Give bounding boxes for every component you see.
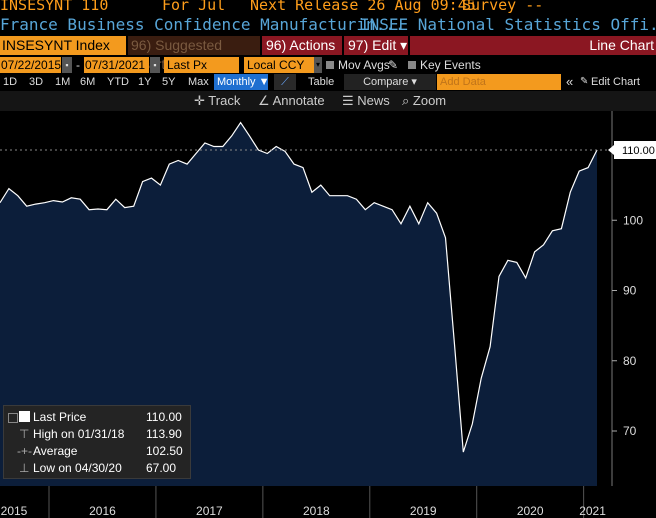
- security-field[interactable]: INSESYNT Index: [0, 36, 126, 55]
- average-marker-icon: -+-: [17, 444, 32, 458]
- y-tick-label: 100: [623, 213, 643, 227]
- toolbar-red-strip: [410, 36, 656, 55]
- edit-button[interactable]: 97) Edit ▾: [344, 36, 408, 55]
- zoom-tool[interactable]: ⌕ Zoom: [402, 93, 446, 109]
- table-button[interactable]: Table: [308, 76, 335, 88]
- news-label: News: [357, 93, 390, 108]
- currency-select[interactable]: Local CCY: [244, 57, 317, 73]
- news-icon: ☰: [342, 93, 354, 108]
- currency-dropdown-icon[interactable]: ▾: [314, 57, 322, 73]
- period-1y[interactable]: 1Y: [138, 76, 152, 88]
- x-tick-label: 2021: [579, 504, 606, 518]
- x-tick-label: 2017: [196, 504, 223, 518]
- start-date-input[interactable]: 07/22/2015: [0, 57, 62, 73]
- series-area: [0, 122, 597, 486]
- plot-area: 708090100110110.002015201620172018201920…: [0, 111, 656, 518]
- period-5y[interactable]: 5Y: [162, 76, 176, 88]
- nav-arrows-icon[interactable]: «: [566, 74, 574, 89]
- y-tick-label: 70: [623, 424, 637, 438]
- chart-svg: 708090100110110.002015201620172018201920…: [0, 111, 656, 518]
- x-tick-label: 2018: [303, 504, 330, 518]
- zoom-label: Zoom: [412, 93, 447, 108]
- end-date-input[interactable]: 07/31/2021: [84, 57, 149, 73]
- key-events-checkbox[interactable]: [408, 61, 416, 69]
- news-tool[interactable]: ☰ News: [342, 93, 390, 109]
- start-calendar-icon[interactable]: ▪: [62, 57, 72, 73]
- chart-type-label[interactable]: Line Chart: [589, 37, 654, 53]
- last-price-swatch: [19, 411, 30, 422]
- period-3d[interactable]: 3D: [29, 76, 44, 88]
- period-1d[interactable]: 1D: [3, 76, 18, 88]
- edit-chart-button[interactable]: Edit Chart: [591, 76, 640, 88]
- annotate-tool[interactable]: ∠ Annotate: [258, 93, 325, 109]
- high-marker-icon: ⊤: [19, 427, 30, 441]
- suggested-charts-button[interactable]: 96) Suggested Charts: [128, 36, 260, 72]
- x-tick-label: 2016: [89, 504, 116, 518]
- survey-label: Survey --: [462, 0, 544, 14]
- series-line: [0, 121, 598, 453]
- legend-last-price-label: Last Price: [33, 410, 87, 424]
- next-release-label: Next Release 26 Aug 09:45: [250, 0, 476, 14]
- line-chart-icon[interactable]: ⟋: [274, 74, 296, 90]
- mov-avgs-checkbox[interactable]: [326, 61, 334, 69]
- period-label: For Jul: [162, 0, 226, 14]
- x-tick-label: 2019: [410, 504, 437, 518]
- ticker-label: INSESYNT 110: [0, 0, 109, 14]
- y-tick-label: 90: [623, 284, 637, 298]
- period-1m[interactable]: 1M: [55, 76, 71, 88]
- last-value-box: [614, 141, 656, 159]
- mov-avgs-label: Mov Avgs: [338, 58, 390, 72]
- frequency-select[interactable]: Monthly ▼: [214, 74, 269, 90]
- legend-last-price-value: 110.00: [146, 410, 182, 424]
- end-calendar-icon[interactable]: ▪: [150, 57, 160, 73]
- legend-box: Last Price 110.00 ⊤ High on 01/31/18 113…: [3, 405, 191, 479]
- crosshair-icon: ✛: [194, 93, 205, 108]
- chart-tools-bar: ✛ Track ∠ Annotate ☰ News ⌕ Zoom: [0, 91, 656, 111]
- last-value-pointer: [608, 145, 614, 155]
- compare-button[interactable]: Compare ▾: [344, 74, 436, 90]
- source-text: INSEE National Statistics Offi...: [360, 15, 656, 34]
- field-select[interactable]: Last Px: [164, 57, 239, 73]
- low-marker-icon: ⊥: [19, 461, 30, 475]
- x-tick-label: 2020: [517, 504, 544, 518]
- period-ytd[interactable]: YTD: [107, 76, 129, 88]
- range-bar: 07/22/2015 ▪ - 07/31/2021 ▪ Last Px Loca…: [0, 57, 656, 73]
- legend-average-label: Average: [33, 444, 78, 458]
- actions-button[interactable]: 96) Actions ▾: [262, 36, 342, 72]
- edit-chart-icon[interactable]: ✎: [580, 76, 589, 87]
- period-max[interactable]: Max: [188, 76, 209, 88]
- last-value-label: 110.00: [622, 145, 655, 157]
- period-bar: 1D 3D 1M 6M YTD 1Y 5Y Max Monthly ▼ ⟋ Ta…: [0, 74, 656, 90]
- legend-checkbox[interactable]: [8, 413, 18, 423]
- period-6m[interactable]: 6M: [80, 76, 96, 88]
- x-tick-label: 2015: [1, 504, 28, 518]
- legend-low-value: 67.00: [146, 461, 177, 475]
- key-events-label: Key Events: [420, 58, 481, 72]
- description-row: France Business Confidence Manufacturin.…: [0, 15, 656, 35]
- legend-low-label: Low on 04/30/20: [33, 461, 122, 475]
- legend-high-label: High on 01/31/18: [33, 427, 125, 441]
- annotate-label: Annotate: [272, 93, 325, 108]
- track-tool[interactable]: ✛ Track: [194, 93, 240, 109]
- track-label: Track: [208, 93, 241, 108]
- security-toolbar: INSESYNT Index 96) Suggested Charts 96) …: [0, 36, 656, 72]
- legend-average-value: 102.50: [146, 444, 183, 458]
- y-tick-label: 80: [623, 354, 637, 368]
- description-text: France Business Confidence Manufacturin.…: [0, 15, 405, 34]
- add-data-input[interactable]: Add Data: [437, 74, 561, 90]
- pencil-icon[interactable]: ✎: [388, 58, 399, 72]
- zoom-icon: ⌕: [402, 93, 410, 108]
- date-separator: -: [76, 58, 80, 72]
- annotate-icon: ∠: [258, 93, 270, 108]
- ticker-header: INSESYNT 110 For Jul Next Release 26 Aug…: [0, 0, 656, 14]
- legend-high-value: 113.90: [146, 427, 182, 441]
